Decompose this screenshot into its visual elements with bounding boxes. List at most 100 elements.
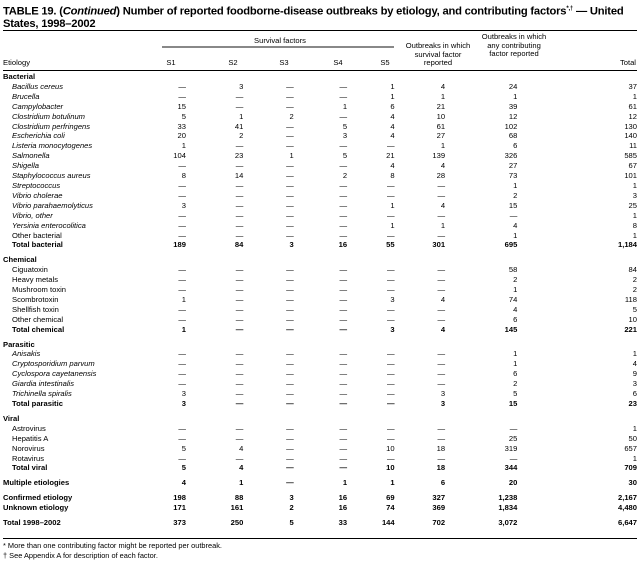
cell-value: —: [178, 433, 186, 443]
cell-value: 144: [381, 518, 395, 528]
cell-value: 14: [234, 171, 244, 181]
table-row: Cryptosporidium parvum — — — — — — 1 4: [3, 359, 637, 369]
cell-value: 1: [181, 294, 186, 304]
table-row: Other chemical — — — — — — 6 10: [3, 315, 637, 325]
cell-value: 1: [390, 220, 395, 230]
cell-value: —: [235, 161, 244, 171]
cell-value: 319: [504, 443, 518, 453]
cell-value: —: [437, 423, 446, 433]
cell-value: 2: [632, 285, 637, 295]
cell-value: —: [339, 324, 348, 334]
cell-value: 2: [289, 503, 294, 513]
cell-value: 5: [181, 463, 186, 473]
group-header-row: Bacterial: [3, 72, 637, 82]
cell-value: 12: [508, 111, 518, 121]
cell-value: 709: [624, 463, 637, 473]
header-s5: S5: [380, 58, 390, 67]
row-label: Escherichia coli: [12, 131, 65, 141]
cell-value: 4: [390, 121, 395, 131]
table-row: Salmonella 104 23 1 5 21 139 326 585: [3, 151, 637, 161]
cell-value: 2: [513, 379, 518, 389]
cell-value: —: [235, 285, 244, 295]
row-label: Other bacterial: [12, 230, 62, 240]
cell-value: —: [437, 285, 446, 295]
cell-value: —: [339, 304, 348, 314]
cell-value: —: [387, 285, 395, 295]
cell-value: 18: [436, 463, 446, 473]
cell-value: —: [339, 81, 348, 91]
table-row: Staphylococcus aureus 8 14—2 8 28 73 101: [3, 171, 637, 181]
cell-value: —: [437, 180, 446, 190]
cell-value: 1: [513, 359, 518, 369]
cell-value: 6: [513, 369, 518, 379]
cell-value: 4: [440, 294, 446, 304]
table-row: Escherichia coli 20 2 — 3 4 27 68 140: [3, 131, 637, 141]
cell-value: —: [178, 81, 186, 91]
table-row: Shellfish toxin — — — — — — 4 5: [3, 305, 637, 315]
cell-value: 2: [632, 275, 637, 285]
cell-value: —: [387, 423, 395, 433]
cell-value: —: [235, 190, 244, 200]
cell-value: 2: [513, 275, 518, 285]
cell-value: —: [509, 210, 518, 220]
cell-value: —: [178, 453, 186, 463]
cell-value: —: [235, 369, 244, 379]
table-row: Other bacterial — — — — — — 1 1: [3, 231, 637, 241]
cell-value: —: [387, 230, 395, 240]
cell-value: 15: [177, 101, 186, 111]
cell-value: 24: [508, 81, 518, 91]
cell-value: —: [387, 389, 395, 399]
cell-value: —: [286, 423, 294, 433]
cell-value: 3: [390, 294, 395, 304]
table-row: Shigella — — — — 4 4 27 67: [3, 161, 637, 171]
cell-value: —: [235, 200, 244, 210]
cell-value: —: [235, 349, 244, 359]
cell-value: —: [286, 379, 294, 389]
cell-value: —: [286, 180, 294, 190]
cell-value: —: [286, 314, 294, 324]
cell-value: 61: [628, 101, 637, 111]
row-label: Campylobacter: [12, 101, 64, 111]
cell-value: 25: [628, 200, 637, 210]
cell-value: 1: [390, 81, 395, 91]
cell-value: —: [339, 423, 348, 433]
cell-value: 4: [440, 161, 446, 171]
cell-value: —: [387, 190, 395, 200]
cell-value: —: [339, 453, 348, 463]
cell-value: —: [339, 443, 348, 453]
cell-value: 1: [342, 478, 348, 488]
cell-value: 3: [181, 389, 186, 399]
table-row: Vibrio, other — — — — — — — 1: [3, 211, 637, 221]
cell-value: 3: [289, 493, 294, 503]
cell-value: —: [387, 379, 395, 389]
cell-value: 4: [390, 131, 395, 141]
cell-value: —: [178, 379, 186, 389]
cell-value: —: [437, 210, 446, 220]
group-header-row: Parasitic: [3, 340, 637, 350]
cell-value: 585: [624, 151, 637, 161]
cell-value: —: [178, 265, 186, 275]
table-row: Bacillus cereus — 3 — — 1 4 24 37: [3, 82, 637, 92]
cell-value: —: [437, 265, 446, 275]
cell-value: —: [286, 275, 294, 285]
cell-value: —: [437, 190, 446, 200]
cell-value: 4: [239, 443, 244, 453]
cell-value: —: [178, 230, 186, 240]
cell-value: 6,647: [617, 518, 637, 528]
group-header-row: Chemical: [3, 255, 637, 265]
cell-value: —: [387, 275, 395, 285]
cell-value: —: [286, 161, 294, 171]
header-s1: S1: [166, 58, 176, 67]
cell-value: 4: [440, 324, 446, 334]
cell-value: —: [437, 304, 446, 314]
header-rule: [3, 70, 637, 71]
cell-value: 250: [230, 518, 244, 528]
cell-value: —: [286, 433, 294, 443]
cell-value: —: [387, 210, 395, 220]
cell-value: —: [235, 433, 244, 443]
cell-value: 15: [508, 200, 518, 210]
cell-value: —: [178, 275, 186, 285]
header-s4: S4: [333, 58, 343, 67]
table-row: Streptococcus — — — — — — 1 1: [3, 181, 637, 191]
cell-value: 21: [436, 101, 446, 111]
